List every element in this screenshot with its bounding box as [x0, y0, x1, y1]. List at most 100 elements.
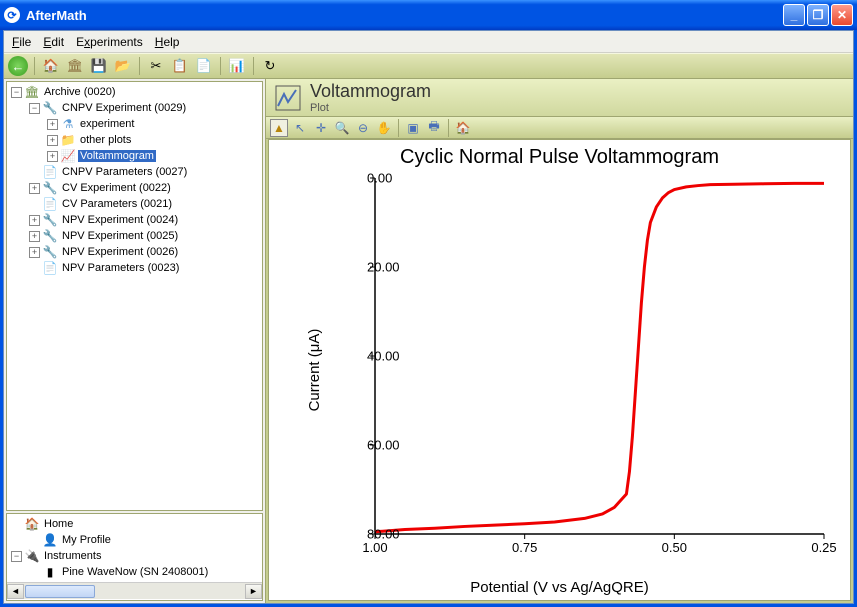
run-button[interactable]: 📊 [227, 56, 247, 76]
horizontal-scrollbar[interactable]: ◄ ► [7, 582, 262, 599]
print-tool[interactable]: 🖶 [425, 119, 443, 137]
zoom-out-tool[interactable]: ⊖ [354, 119, 372, 137]
home-plot-tool[interactable]: 🏠 [454, 119, 472, 137]
maximize-button[interactable]: ❐ [807, 4, 829, 26]
tree-item[interactable]: 📄CV Parameters (0021) [7, 196, 262, 212]
instruments-item[interactable]: 🏠Home [7, 516, 262, 532]
expander-icon[interactable]: + [29, 215, 40, 226]
y-tick-label: 40.00 [367, 349, 371, 364]
paste-button[interactable]: 📄 [194, 56, 214, 76]
select-tool[interactable]: ▲ [270, 119, 288, 137]
window-title: AfterMath [26, 8, 783, 23]
menu-experiments[interactable]: Experiments [76, 35, 143, 49]
tree-label: experiment [78, 118, 136, 130]
expander-icon[interactable]: − [11, 87, 22, 98]
exp-icon: 🔧 [42, 180, 58, 196]
scroll-thumb[interactable] [25, 585, 95, 598]
x-tick-label: 0.25 [811, 538, 836, 555]
expander-icon[interactable]: + [29, 183, 40, 194]
chart-title: Cyclic Normal Pulse Voltammogram [269, 146, 850, 169]
flask-icon: ⚗ [60, 116, 76, 132]
archive-icon: 🏛 [24, 84, 40, 100]
minimize-button[interactable]: _ [783, 4, 805, 26]
close-button[interactable]: ✕ [831, 4, 853, 26]
expander-icon[interactable]: + [47, 119, 58, 130]
refresh-button[interactable]: ↻ [260, 56, 280, 76]
folder-icon: 📁 [60, 132, 76, 148]
tree-item[interactable]: +📁other plots [7, 132, 262, 148]
crosshair-tool[interactable]: ✛ [312, 119, 330, 137]
device-icon: ▮ [42, 564, 58, 580]
plot-subtitle: Plot [310, 102, 431, 114]
instruments-item[interactable]: −🔌Instruments [7, 548, 262, 564]
y-tick-label: 20.00 [367, 260, 371, 275]
expander-icon[interactable]: + [47, 135, 58, 146]
exp-icon: 🔧 [42, 244, 58, 260]
tree-label: CV Experiment (0022) [60, 182, 173, 194]
menubar: File Edit Experiments Help [4, 31, 853, 53]
home-button[interactable]: 🏠 [41, 56, 61, 76]
pointer-tool[interactable]: ↖ [291, 119, 309, 137]
tree-item[interactable]: −🔧CNPV Experiment (0029) [7, 100, 262, 116]
tree-item[interactable]: +📈Voltammogram [7, 148, 262, 164]
tree-label: My Profile [60, 534, 113, 546]
tree-item[interactable]: 📄CNPV Parameters (0027) [7, 164, 262, 180]
copy-button[interactable]: 📋 [170, 56, 190, 76]
open-button[interactable]: 📂 [113, 56, 133, 76]
plot-title: Voltammogram [310, 81, 431, 102]
tree-item[interactable]: +🔧NPV Experiment (0024) [7, 212, 262, 228]
tree-label: NPV Experiment (0026) [60, 246, 180, 258]
instruments-item[interactable]: ▮Pine WaveNow (SN 2408001) [7, 564, 262, 580]
tree-label: NPV Experiment (0025) [60, 230, 180, 242]
tree-label: Voltammogram [78, 150, 156, 162]
home2-button[interactable]: 🏛 [65, 56, 85, 76]
y-tick-label: 60.00 [367, 438, 371, 453]
expander-icon[interactable]: + [29, 247, 40, 258]
chart-plot[interactable]: 0.0020.0040.0060.0080.001.000.750.500.25 [319, 172, 834, 558]
x-tick-label: 0.50 [662, 538, 687, 555]
scroll-left-button[interactable]: ◄ [7, 584, 24, 599]
x-tick-label: 1.00 [362, 538, 387, 555]
main-toolbar: ← 🏠 🏛 💾 📂 ✂ 📋 📄 📊 ↻ [4, 53, 853, 79]
exp-icon: 🔧 [42, 228, 58, 244]
plot-header-icon [272, 82, 304, 114]
chart-area[interactable]: Cyclic Normal Pulse Voltammogram Current… [268, 139, 851, 601]
tree-label: NPV Experiment (0024) [60, 214, 180, 226]
tree-item[interactable]: +🔧NPV Experiment (0026) [7, 244, 262, 260]
tree-label: CV Parameters (0021) [60, 198, 174, 210]
fit-tool[interactable]: ▣ [404, 119, 422, 137]
profile-icon: 👤 [42, 532, 58, 548]
y-tick-label: 0.00 [367, 171, 371, 186]
archive-tree[interactable]: − 🏛 Archive (0020) −🔧CNPV Experiment (00… [6, 81, 263, 511]
params-icon: 📄 [42, 164, 58, 180]
tree-label: NPV Parameters (0023) [60, 262, 181, 274]
tree-item[interactable]: +🔧NPV Experiment (0025) [7, 228, 262, 244]
tree-item[interactable]: +🔧CV Experiment (0022) [7, 180, 262, 196]
exp-icon: 🔧 [42, 212, 58, 228]
tree-label: Home [42, 518, 75, 530]
instruments-tree[interactable]: 🏠Home👤My Profile−🔌Instruments▮Pine WaveN… [6, 513, 263, 601]
instruments-item[interactable]: 👤My Profile [7, 532, 262, 548]
x-tick-label: 0.75 [512, 538, 537, 555]
save-button[interactable]: 💾 [89, 56, 109, 76]
app-icon: ⟳ [4, 7, 20, 23]
expander-icon[interactable]: + [29, 231, 40, 242]
back-button[interactable]: ← [8, 56, 28, 76]
expander-icon[interactable]: + [47, 151, 58, 162]
tree-label: other plots [78, 134, 133, 146]
tree-item[interactable]: 📄NPV Parameters (0023) [7, 260, 262, 276]
menu-help[interactable]: Help [155, 35, 180, 49]
plot-panel: Voltammogram Plot ▲ ↖ ✛ 🔍 ⊖ ✋ ▣ 🖶 🏠 Cycl… [266, 79, 853, 603]
expander-icon[interactable]: − [29, 103, 40, 114]
tree-root-node[interactable]: − 🏛 Archive (0020) [7, 84, 262, 100]
pan-tool[interactable]: ✋ [375, 119, 393, 137]
expander-icon[interactable]: − [11, 551, 22, 562]
cut-button[interactable]: ✂ [146, 56, 166, 76]
tree-item[interactable]: +⚗experiment [7, 116, 262, 132]
menu-file[interactable]: File [12, 35, 31, 49]
plot-icon: 📈 [60, 148, 76, 164]
tree-label: CNPV Parameters (0027) [60, 166, 189, 178]
menu-edit[interactable]: Edit [43, 35, 64, 49]
zoom-in-tool[interactable]: 🔍 [333, 119, 351, 137]
scroll-right-button[interactable]: ► [245, 584, 262, 599]
